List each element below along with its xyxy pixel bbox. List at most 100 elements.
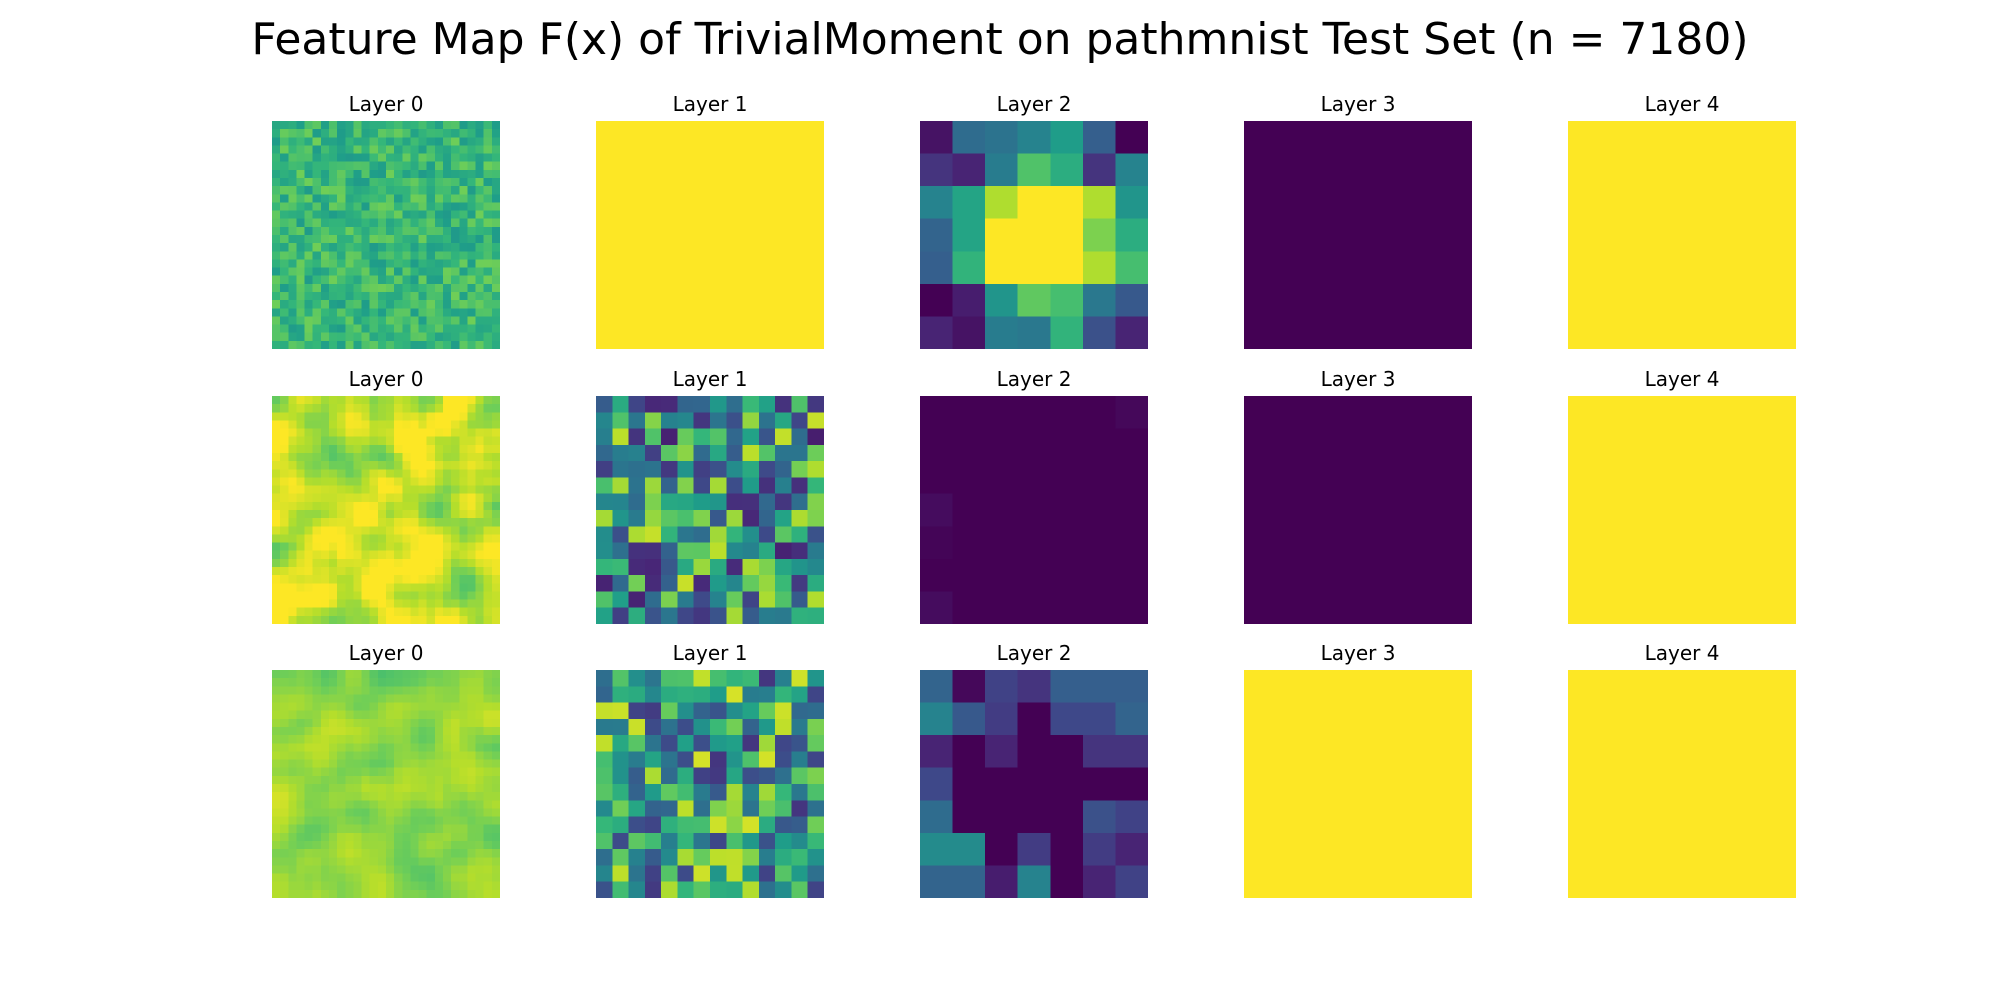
heatmap-cell [726,784,744,801]
heatmap-cell [475,444,485,454]
heatmap-cell [296,678,306,687]
heatmap-cell [451,194,460,204]
heatmap-row2-layer4 [1568,396,1796,624]
heatmap-cell [451,832,460,842]
heatmap-cell [596,849,613,867]
heatmap-cell [467,800,477,810]
heatmap-cell [361,542,371,552]
heatmap-cell [394,161,403,171]
heatmap-cell [1115,396,1148,430]
heatmap-cell [426,808,436,818]
heatmap-cell [742,751,760,769]
heatmap-cell [467,161,477,171]
heatmap-cell [386,259,395,269]
heatmap-cell [475,324,485,334]
heatmap-cell [483,510,493,519]
heatmap-cell [459,186,469,195]
heatmap-cell [491,800,500,810]
heatmap-cell [280,599,289,609]
heatmap-cell [483,607,493,617]
heatmap-cell [394,178,403,187]
heatmap-cell [337,461,346,470]
heatmap-cell [353,469,363,479]
heatmap-cell [426,324,436,334]
heatmap-cell [329,202,338,212]
heatmap-cell [491,137,500,147]
heatmap-cell [451,137,460,147]
heatmap-cell [386,735,395,744]
heatmap-cell [288,121,298,130]
heatmap-cell [426,865,436,875]
heatmap-cell [459,550,469,560]
heatmap-cell [483,735,493,744]
heatmap-cell [1244,396,1472,624]
heatmap-cell [320,121,330,130]
heatmap-cell [353,759,363,769]
heatmap-cell [451,824,460,834]
heatmap-cell [345,235,355,244]
heatmap-cell [475,718,485,728]
heatmap-cell [386,145,395,155]
heatmap-cell [272,283,281,293]
heatmap-cell [361,169,371,179]
heatmap-cell [426,841,436,850]
heatmap-cell [710,428,727,446]
heatmap-cell [410,283,420,293]
heatmap-cell [677,542,695,560]
heatmap-cell [418,461,428,470]
heatmap-cell [467,832,477,842]
heatmap-cell [337,873,346,883]
heatmap-cell [320,501,330,511]
heatmap-cell [337,469,346,479]
heatmap-cell [775,767,793,785]
heatmap-cell [312,178,322,187]
heatmap-cell [443,436,452,446]
heatmap-cell [402,121,412,130]
heatmap-cell [418,324,428,334]
heatmap-cell [491,767,500,777]
heatmap-cell [807,477,824,495]
heatmap-cell [337,735,346,744]
heatmap-cell [312,428,322,438]
heatmap-cell [426,743,436,753]
heatmap-cell [920,526,954,560]
heatmap-cell [272,259,281,269]
heatmap-cell [483,210,493,220]
heatmap-cell [1115,735,1148,769]
heatmap-cell [337,526,346,536]
heatmap-cell [467,849,477,858]
heatmap-cell [361,759,371,769]
heatmap-cell [337,808,346,818]
heatmap-cell [345,615,355,624]
heatmap-cell [742,493,760,511]
heatmap-cell [434,194,444,204]
heatmap-cell [361,283,371,293]
heatmap-cell [491,792,500,801]
heatmap-cell [434,702,444,712]
heatmap-cell [280,129,289,138]
heatmap-cell [369,461,379,470]
heatmap-cell [758,718,776,736]
heatmap-cell [280,816,289,826]
heatmap-cell [280,428,289,438]
heatmap-cell [353,670,363,679]
heatmap-cell [807,461,824,479]
heatmap-cell [426,453,436,462]
heatmap-cell [320,412,330,422]
heatmap-cell [386,493,395,503]
heatmap-cell [329,235,338,244]
heatmap-cell [345,292,355,301]
heatmap-cell [418,178,428,187]
heatmap-cell [985,493,1019,527]
heatmap-cell [386,308,395,318]
heatmap-cell [410,275,420,285]
heatmap-cell [410,591,420,601]
heatmap-cell [337,751,346,761]
heatmap-cell [329,436,338,446]
heatmap-cell [451,275,460,285]
heatmap-cell [304,784,314,793]
heatmap-cell [459,292,469,301]
heatmap-cell [661,510,679,527]
heatmap-cell [434,428,444,438]
heatmap-cell [288,775,298,785]
